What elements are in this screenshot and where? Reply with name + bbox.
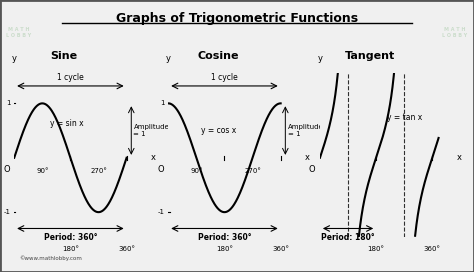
Text: M A T H
L O B B Y: M A T H L O B B Y — [224, 98, 250, 109]
Text: Tangent: Tangent — [345, 51, 395, 61]
Text: ©www.mathlobby.com: ©www.mathlobby.com — [19, 255, 82, 261]
Text: 270°: 270° — [244, 168, 261, 174]
Text: 270°: 270° — [90, 168, 107, 174]
Text: O: O — [157, 165, 164, 174]
Text: M A T H
L O B B Y: M A T H L O B B Y — [442, 27, 468, 38]
Text: 360°: 360° — [424, 246, 441, 252]
Text: y = sin x: y = sin x — [50, 119, 84, 128]
Text: y = cos x: y = cos x — [201, 126, 237, 135]
Text: O: O — [309, 165, 316, 174]
Text: -1: -1 — [158, 209, 165, 215]
Text: M A T H
L O B B Y: M A T H L O B B Y — [77, 98, 103, 109]
Text: 1 cycle: 1 cycle — [211, 73, 238, 82]
Text: -1: -1 — [4, 209, 11, 215]
Text: 180°: 180° — [62, 246, 79, 252]
Text: y: y — [166, 54, 171, 63]
Text: Graphs of Trigonometric Functions: Graphs of Trigonometric Functions — [116, 12, 358, 25]
Text: Amplitude
= 1: Amplitude = 1 — [134, 124, 169, 137]
Text: M A T H
L O B B Y: M A T H L O B B Y — [6, 27, 32, 38]
Text: Cosine: Cosine — [198, 51, 239, 61]
Text: O: O — [3, 165, 10, 174]
Text: 1: 1 — [161, 100, 165, 106]
Text: y: y — [12, 54, 17, 63]
Text: M A T H
L O B B Y: M A T H L O B B Y — [224, 185, 250, 196]
Text: M A T H
L O B B Y: M A T H L O B B Y — [371, 98, 397, 109]
Text: M A T H
L O B B Y: M A T H L O B B Y — [371, 185, 397, 196]
Text: Period: 360°: Period: 360° — [198, 233, 251, 242]
Text: y: y — [318, 54, 322, 63]
Text: 90°: 90° — [36, 168, 48, 174]
Text: 180°: 180° — [216, 246, 233, 252]
Text: x: x — [305, 153, 310, 162]
Text: 360°: 360° — [272, 246, 289, 252]
Text: 1: 1 — [7, 100, 11, 106]
Text: 360°: 360° — [118, 246, 135, 252]
Text: Period: 180°: Period: 180° — [321, 233, 375, 242]
Text: Amplitude
= 1: Amplitude = 1 — [288, 124, 323, 137]
Text: y = tan x: y = tan x — [387, 113, 422, 122]
Text: 1 cycle: 1 cycle — [57, 73, 84, 82]
Text: 180°: 180° — [368, 246, 384, 252]
Text: Sine: Sine — [51, 51, 78, 61]
Text: x: x — [457, 153, 462, 162]
Text: Period: 360°: Period: 360° — [44, 233, 97, 242]
Text: 90°: 90° — [190, 168, 202, 174]
Text: x: x — [151, 153, 156, 162]
Text: M A T H
L O B B Y: M A T H L O B B Y — [77, 185, 103, 196]
